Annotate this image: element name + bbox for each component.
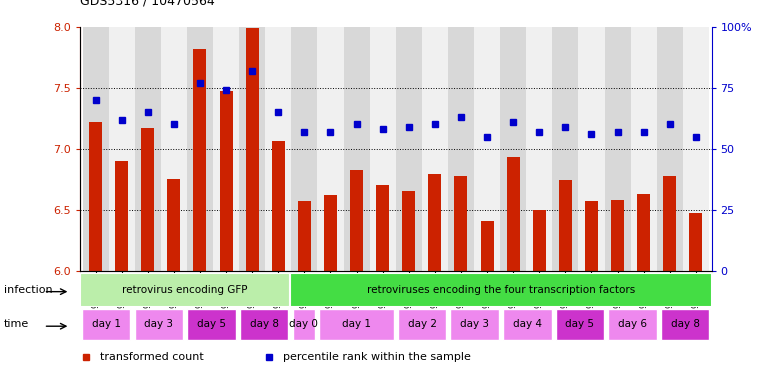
- Bar: [272, 141, 285, 271]
- Bar: [115, 161, 128, 271]
- Bar: [266, 27, 291, 271]
- Bar: [343, 27, 370, 271]
- Bar: [398, 309, 446, 340]
- Bar: [246, 28, 259, 271]
- Bar: [319, 309, 393, 340]
- Bar: [82, 27, 109, 271]
- Bar: [370, 27, 396, 271]
- Bar: [187, 309, 236, 340]
- Text: retroviruses encoding the four transcription factors: retroviruses encoding the four transcrip…: [367, 285, 635, 295]
- Text: time: time: [4, 319, 29, 329]
- Bar: [291, 27, 317, 271]
- Bar: [526, 27, 552, 271]
- Text: day 5: day 5: [197, 319, 226, 329]
- Text: day 3: day 3: [460, 319, 489, 329]
- Text: infection: infection: [4, 285, 53, 295]
- Text: day 8: day 8: [670, 319, 699, 329]
- Bar: [503, 309, 552, 340]
- Bar: [683, 27, 709, 271]
- Bar: [552, 27, 578, 271]
- Bar: [689, 214, 702, 271]
- Bar: [193, 49, 206, 271]
- Bar: [448, 27, 474, 271]
- Bar: [500, 27, 526, 271]
- Bar: [631, 27, 657, 271]
- Bar: [480, 221, 494, 271]
- Text: day 8: day 8: [250, 319, 279, 329]
- Bar: [637, 194, 650, 271]
- Bar: [403, 192, 416, 271]
- Bar: [213, 27, 239, 271]
- Bar: [556, 309, 604, 340]
- Bar: [80, 273, 291, 307]
- Text: day 5: day 5: [565, 319, 594, 329]
- Bar: [167, 179, 180, 271]
- Bar: [608, 309, 657, 340]
- Bar: [454, 175, 467, 271]
- Bar: [451, 309, 499, 340]
- Bar: [422, 27, 448, 271]
- Bar: [376, 185, 389, 271]
- Bar: [292, 309, 314, 340]
- Bar: [396, 27, 422, 271]
- Text: percentile rank within the sample: percentile rank within the sample: [283, 352, 471, 362]
- Bar: [82, 309, 130, 340]
- Text: day 0: day 0: [289, 319, 318, 329]
- Text: day 2: day 2: [408, 319, 437, 329]
- Bar: [324, 195, 337, 271]
- Bar: [604, 27, 631, 271]
- Text: retrovirus encoding GFP: retrovirus encoding GFP: [123, 285, 248, 295]
- Bar: [219, 91, 233, 271]
- Bar: [661, 309, 709, 340]
- Bar: [585, 201, 598, 271]
- Bar: [135, 309, 183, 340]
- Text: GDS5316 / 10470564: GDS5316 / 10470564: [80, 0, 215, 7]
- Bar: [109, 27, 135, 271]
- Bar: [350, 169, 363, 271]
- Bar: [291, 273, 712, 307]
- Bar: [142, 128, 154, 271]
- Bar: [664, 175, 677, 271]
- Text: day 6: day 6: [618, 319, 647, 329]
- Bar: [187, 27, 213, 271]
- Bar: [239, 27, 266, 271]
- Bar: [135, 27, 161, 271]
- Bar: [578, 27, 604, 271]
- Text: day 4: day 4: [513, 319, 542, 329]
- Text: day 3: day 3: [145, 319, 174, 329]
- Bar: [161, 27, 187, 271]
- Bar: [428, 174, 441, 271]
- Bar: [298, 201, 311, 271]
- Bar: [559, 180, 572, 271]
- Bar: [507, 157, 520, 271]
- Bar: [240, 309, 288, 340]
- Bar: [533, 210, 546, 271]
- Text: day 1: day 1: [92, 319, 121, 329]
- Bar: [611, 200, 624, 271]
- Bar: [89, 122, 102, 271]
- Bar: [317, 27, 343, 271]
- Text: day 1: day 1: [342, 319, 371, 329]
- Text: transformed count: transformed count: [100, 352, 204, 362]
- Bar: [474, 27, 500, 271]
- Bar: [657, 27, 683, 271]
